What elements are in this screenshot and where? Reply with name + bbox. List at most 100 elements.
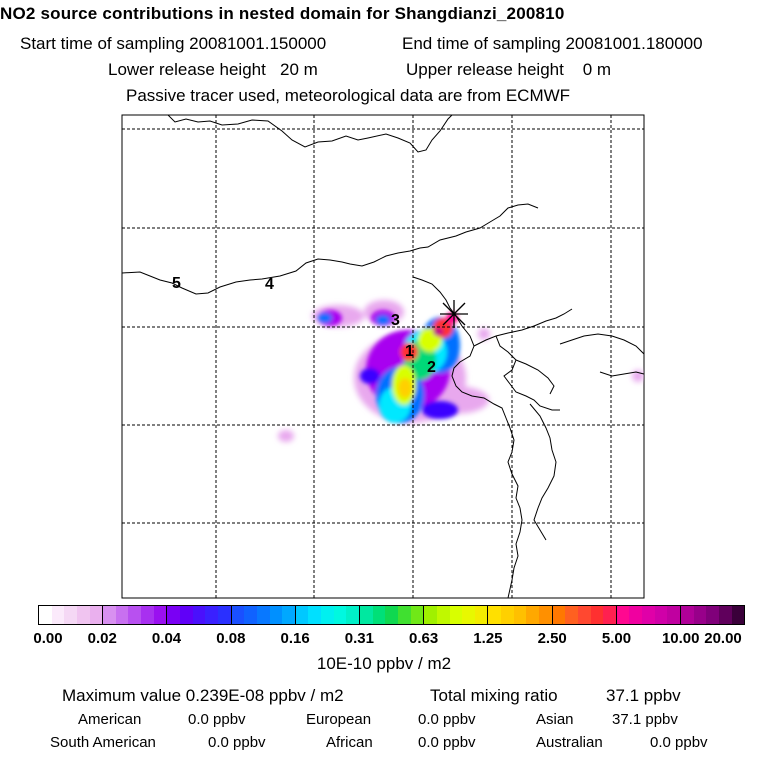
color-scale-cell [231,606,245,624]
color-scale-tick-label: 0.16 [280,630,310,647]
color-scale-tick-label: 0.08 [216,630,246,647]
color-scale-tick-label: 0.63 [409,630,439,647]
units-label: 10E-10 ppbv / m2 [316,654,452,673]
color-scale-cell [667,606,682,624]
color-scale-cell [205,606,218,624]
color-scale-tick-label: 0.02 [87,630,117,647]
color-scale-tick-label: 10.00 [661,630,700,647]
color-scale-cell [360,606,373,624]
color-scale-cell [39,606,52,624]
marker-2: 2 [427,359,436,376]
color-scale-cell [513,606,527,624]
plume-darkmagenta [433,328,443,336]
marker-1: 1 [405,343,414,360]
color-scale-cell [282,606,296,624]
color-scale-cell [731,606,745,624]
map-title: NO2 source contributions in nested domai… [0,4,565,23]
color-scale-tick-label: 5.00 [601,630,632,647]
color-scale-cell [167,606,181,624]
concentration-plume [278,300,644,442]
color-scale-cell [410,606,425,624]
plume-lightpurple [478,328,490,340]
color-scale-cell [217,606,232,624]
source-value-asian: 37.1 ppbv [612,711,678,728]
source-name-south-american: South American [50,734,156,751]
color-scale-cell [474,606,489,624]
lower-release-label: Lower release height 20 m [108,60,318,79]
color-scale-cell [436,606,450,624]
color-scale-bar [38,605,745,625]
color-scale-cell [538,606,553,624]
color-scale-tick-label: 20.00 [704,630,742,647]
lat-lon-grid [122,115,644,598]
color-scale-cell [603,606,617,624]
receptor-star-icon [440,300,468,328]
color-scale-cell [115,606,129,624]
color-scale-cell [64,606,77,624]
color-scale-cell [449,606,463,624]
color-scale-cell [501,606,514,624]
color-scale-tick-label: 0.00 [33,630,63,647]
end-time-label: End time of sampling 20081001.180000 [402,34,703,53]
color-scale-cell [577,606,591,624]
total-mixing-value: 37.1 ppbv [606,686,681,705]
color-scale-cell [141,606,154,624]
plume-lightblue [376,315,390,325]
source-value-african: 0.0 ppbv [418,734,476,751]
color-scale-cell [128,606,142,624]
color-scale-cell [321,606,334,624]
source-name-african: African [326,734,373,751]
color-scale-cell [346,606,361,624]
color-scale-cell [333,606,347,624]
color-scale-cell [385,606,398,624]
color-scale-cell [76,606,90,624]
plume-lightpurple [278,430,294,442]
marker-5: 5 [172,275,181,292]
tracer-label: Passive tracer used, meteorological data… [126,86,571,105]
color-scale-cell [269,606,283,624]
color-scale-cell [295,606,309,624]
plume-blue [360,368,380,384]
color-scale-cell [51,606,65,624]
source-value-south-american: 0.0 ppbv [208,734,266,751]
marker-3: 3 [391,312,400,329]
source-name-asian: Asian [536,711,574,728]
color-scale-tick-label: 0.31 [344,630,374,647]
color-scale-cell [244,606,257,624]
color-scale-cell [103,606,116,624]
color-scale-cell [565,606,578,624]
color-scale-cell [192,606,206,624]
color-scale-cell [372,606,386,624]
color-scale-cell [552,606,566,624]
color-scale-cell [256,606,270,624]
color-scale-cell [642,606,655,624]
plume-lightblue [318,313,332,323]
color-scale-cell [629,606,643,624]
color-scale-cell [616,606,630,624]
color-scale-cell [488,606,502,624]
color-scale-tick-label: 1.25 [473,630,503,647]
total-mixing-label: Total mixing ratio [430,686,558,705]
color-scale-cell [706,606,719,624]
color-scale-cell [654,606,668,624]
source-name-australian: Australian [536,734,603,751]
color-scale-cell [718,606,732,624]
plume-orange [398,378,412,398]
color-scale-cell [308,606,322,624]
plume-lightpurple [632,370,644,382]
color-scale-tick-label: 0.04 [151,630,182,647]
plume-blue [422,401,458,419]
color-scale-cell [424,606,437,624]
color-scale-cell [693,606,707,624]
source-value-american: 0.0 ppbv [188,711,246,728]
marker-4: 4 [265,276,274,293]
upper-release-label: Upper release height 0 m [406,60,612,79]
color-scale-cell [180,606,193,624]
max-value-label: Maximum value 0.239E-08 ppbv / m2 [62,686,344,705]
color-scale-cell [590,606,604,624]
source-value-european: 0.0 ppbv [418,711,476,728]
color-scale-cell [89,606,104,624]
start-time-label: Start time of sampling 20081001.150000 [20,34,327,53]
color-scale-cell [397,606,411,624]
